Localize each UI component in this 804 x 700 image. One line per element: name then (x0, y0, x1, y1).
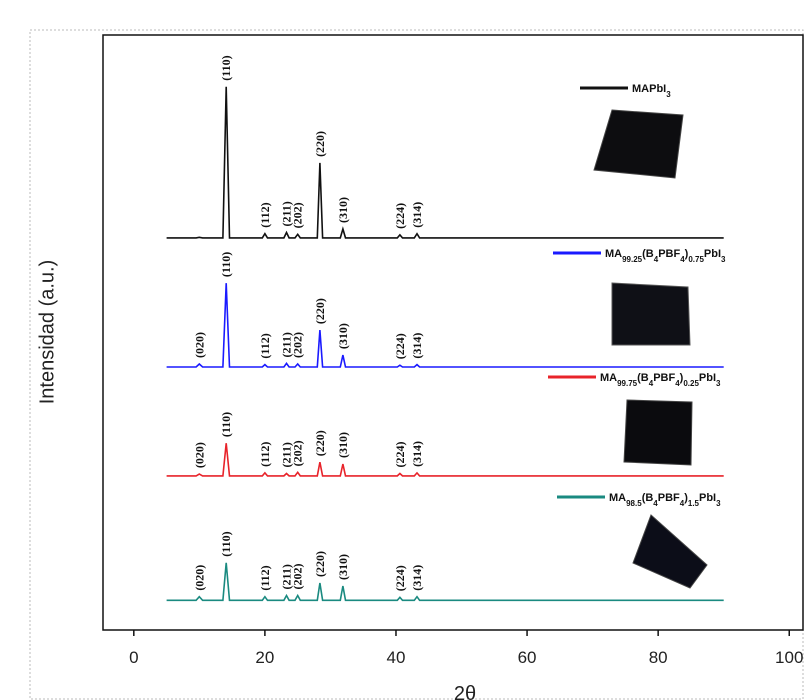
peak-label: (314) (410, 202, 424, 228)
legend-label: MA99.25(B4PBF4)0.75PbI3 (605, 248, 726, 264)
x-tick-label: 60 (518, 648, 537, 667)
sample-photo (594, 110, 683, 178)
legend-label: MA99.75(B4PBF4)0.25PbI3 (600, 372, 721, 388)
peak-label: (020) (192, 442, 206, 468)
peak-label: (224) (393, 565, 407, 591)
peak-label: (202) (291, 563, 305, 589)
peak-label: (314) (410, 333, 424, 359)
peak-label: (112) (258, 565, 272, 590)
chart: Intensidad (a.u.) 2θ 0 20 40 60 80 100 (110) (1… (0, 0, 804, 700)
x-tick-label: 80 (649, 648, 668, 667)
peak-label: (110) (219, 252, 233, 277)
legend-label: MA98.5(B4PBF4)1.5PbI3 (609, 492, 721, 508)
peak-label: (314) (410, 441, 424, 467)
peak-label: (310) (336, 432, 350, 458)
x-tick-label: 40 (387, 648, 406, 667)
peak-label: (110) (219, 412, 233, 437)
peak-label: (202) (291, 202, 305, 228)
peak-label: (224) (393, 333, 407, 359)
peak-label: (110) (219, 531, 233, 556)
peak-label: (220) (313, 430, 327, 456)
x-axis-label: 2θ (454, 683, 476, 700)
plot-frame (103, 35, 803, 630)
peak-label: (112) (258, 333, 272, 358)
peak-label: (202) (291, 332, 305, 358)
peak-label: (314) (410, 565, 424, 591)
peak-label: (310) (336, 197, 350, 223)
peak-label: (220) (313, 298, 327, 324)
peak-label: (220) (313, 131, 327, 157)
sample-photo (624, 400, 692, 465)
peak-label: (220) (313, 551, 327, 577)
peak-label: (310) (336, 323, 350, 349)
peak-label: (112) (258, 202, 272, 227)
sample-photos (594, 110, 707, 588)
peak-label: (112) (258, 442, 272, 467)
peak-label: (224) (393, 203, 407, 229)
x-tick-label: 100 (775, 648, 803, 667)
series-line (167, 563, 724, 601)
y-axis-label: Intensidad (a.u.) (36, 260, 58, 405)
x-tick-label: 0 (129, 648, 138, 667)
x-tick-label: 20 (255, 648, 274, 667)
peak-label: (020) (192, 332, 206, 358)
sample-photo (612, 283, 690, 345)
peak-label: (310) (336, 554, 350, 580)
peak-label: (020) (192, 565, 206, 591)
peak-label: (224) (393, 442, 407, 468)
sample-photo (633, 515, 707, 588)
peak-label: (110) (219, 55, 233, 80)
page: {"chart_data": { "type": "line", "xlabel… (0, 0, 804, 700)
peak-label: (202) (291, 440, 305, 466)
legend-label: MAPbI3 (632, 83, 671, 99)
